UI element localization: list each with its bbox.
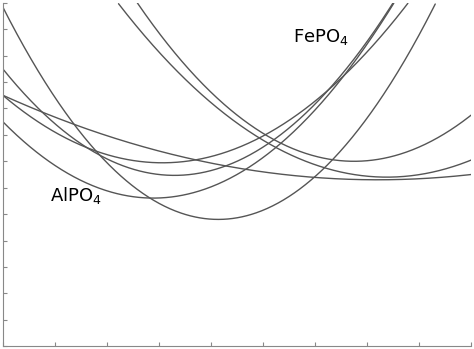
Text: AlPO$_4$: AlPO$_4$ bbox=[50, 185, 101, 206]
Text: FePO$_4$: FePO$_4$ bbox=[293, 28, 349, 47]
